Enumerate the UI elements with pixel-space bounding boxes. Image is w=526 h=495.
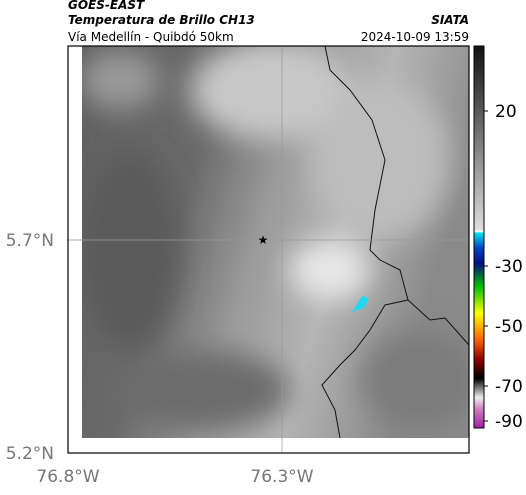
colorbar-label: -50: [495, 317, 523, 337]
lon-label: 76.8°W: [36, 467, 99, 487]
timestamp: 2024-10-09 13:59: [361, 30, 469, 44]
colorbar-label: -70: [495, 377, 523, 397]
source: GOES-EAST: [68, 0, 145, 12]
colorbar: [473, 45, 485, 429]
lat-label: 5.7°N: [6, 231, 54, 251]
city-marker: ★: [258, 233, 269, 247]
satellite-image: [82, 46, 469, 438]
agency: SIATA: [431, 13, 469, 27]
colorbar-label: -30: [495, 257, 523, 277]
subtitle: Vía Medellín - Quibdó 50km: [68, 30, 234, 44]
colorbar-label: -90: [495, 412, 523, 432]
map-frame: [67, 45, 470, 454]
lat-label: 5.2°N: [6, 444, 54, 464]
colorbar-label: 20: [495, 102, 517, 122]
title: Temperatura de Brillo CH13: [68, 13, 255, 27]
lon-label: 76.3°W: [250, 467, 313, 487]
